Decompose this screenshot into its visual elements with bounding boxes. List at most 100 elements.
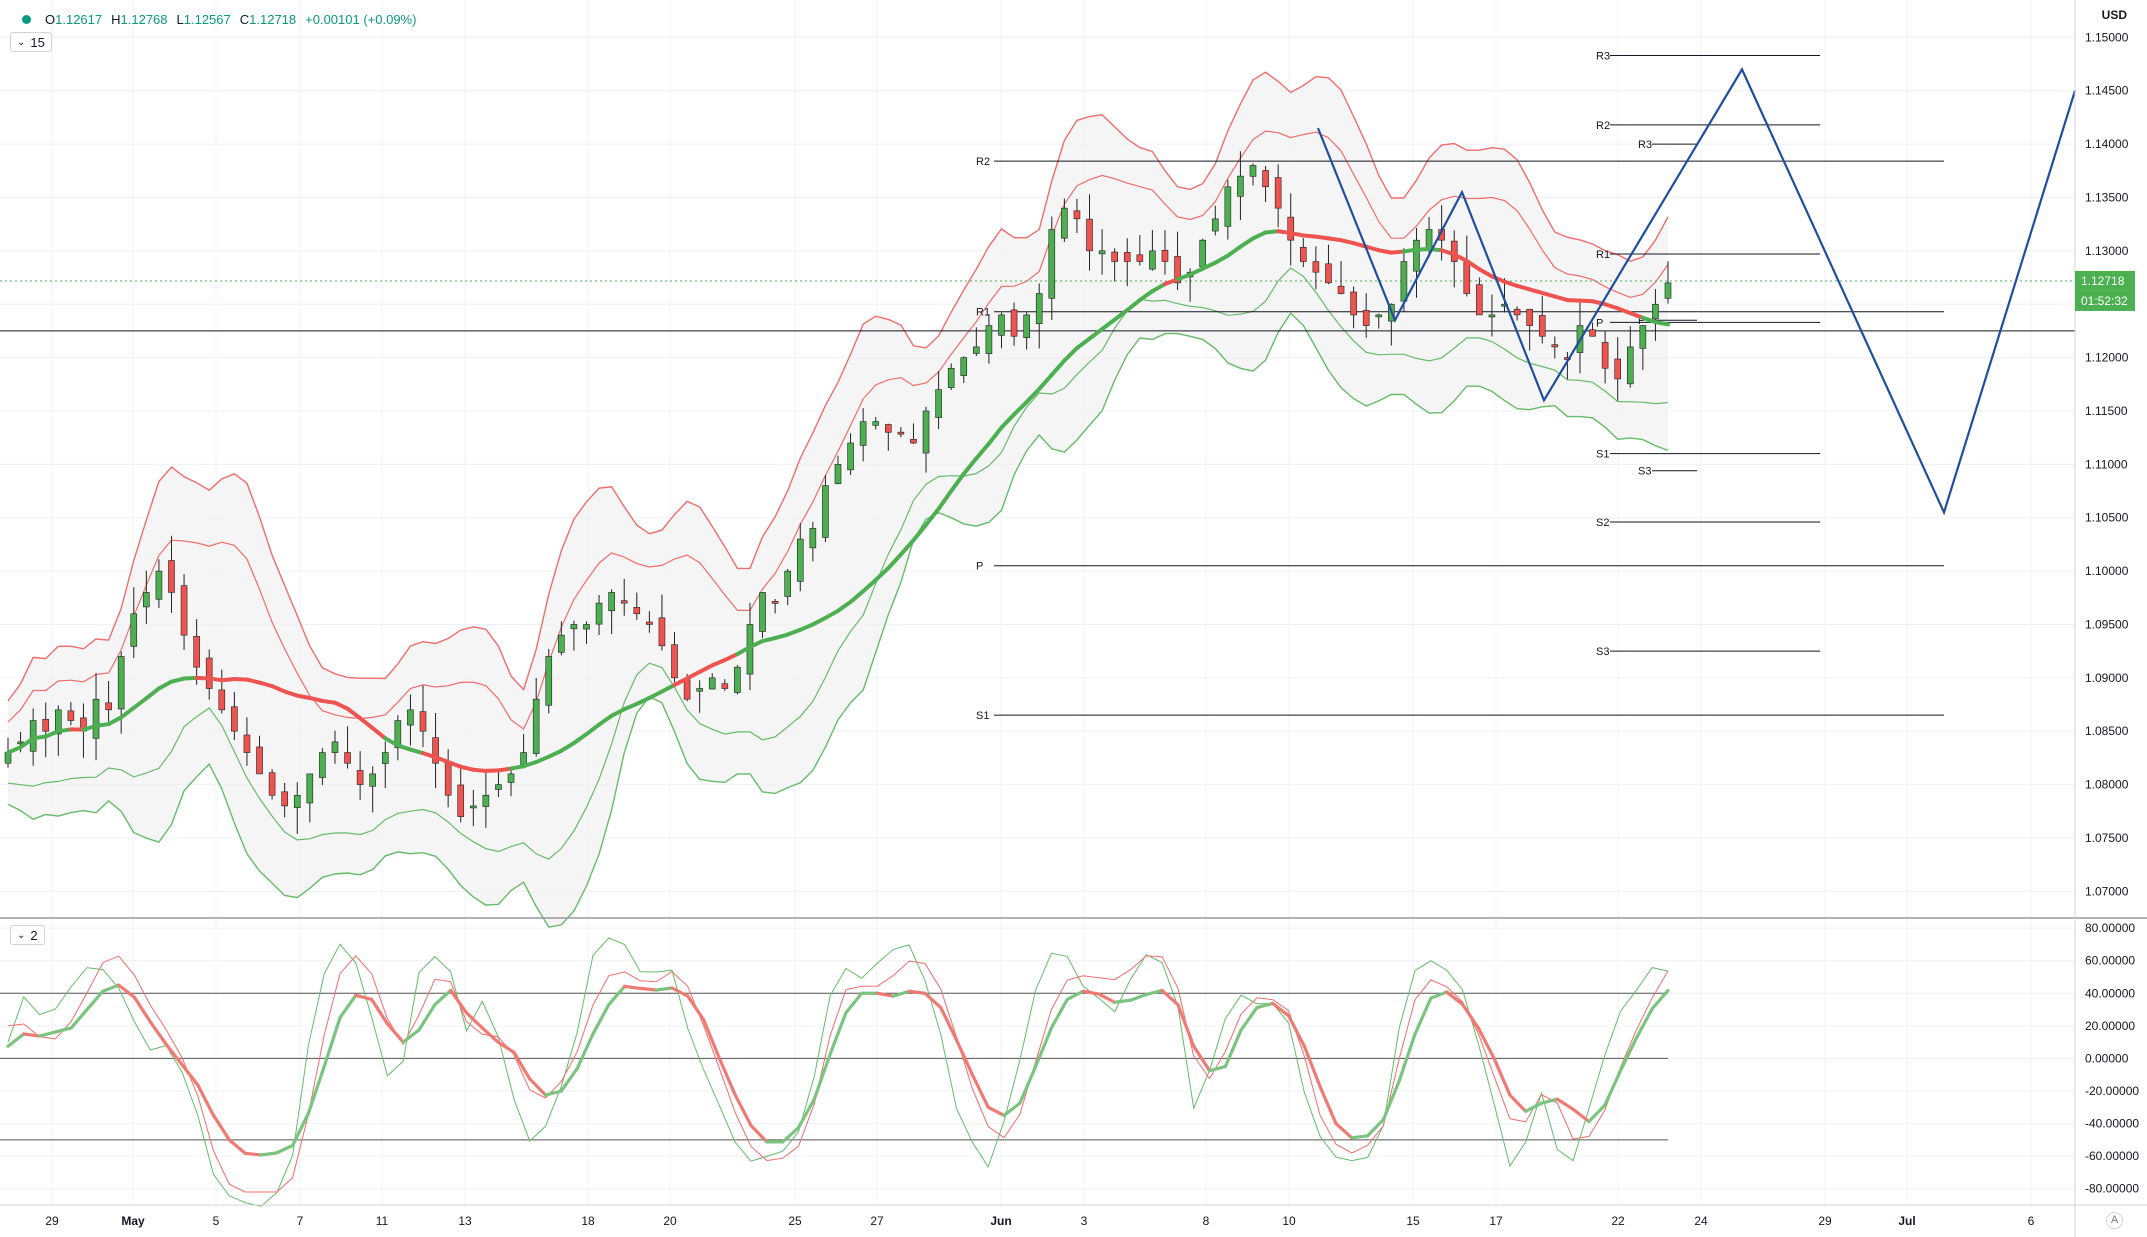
osc-main-segment	[1223, 1028, 1243, 1069]
ma-segment	[1301, 233, 1318, 239]
osc-main-segment	[828, 1011, 848, 1056]
candle-body	[55, 709, 62, 735]
ma-segment	[119, 705, 136, 720]
ma-segment	[1603, 302, 1620, 311]
ma-segment	[1062, 346, 1079, 363]
high-value: 1.12768	[120, 11, 168, 27]
ma-segment	[1313, 234, 1331, 241]
price-tick-label: 1.09000	[2085, 671, 2129, 685]
auto-scale-button[interactable]: A	[2106, 1212, 2123, 1229]
weekly-pivot-label: S3	[1596, 646, 1609, 658]
candle-body	[1476, 284, 1483, 316]
ma-segment	[534, 754, 551, 765]
low-key: L	[176, 11, 184, 27]
price-tick-label: 1.10000	[2085, 564, 2129, 578]
candle-body	[243, 734, 251, 753]
price-tick-label: 1.12000	[2085, 351, 2129, 365]
candle-body	[444, 761, 452, 796]
candle-body	[319, 752, 326, 778]
osc-main-segment	[1239, 1005, 1259, 1032]
candle-body	[1237, 175, 1244, 197]
osc-main-segment	[907, 989, 927, 995]
ma-segment	[659, 682, 677, 694]
ma-segment	[345, 706, 363, 721]
ma-segment	[1213, 253, 1230, 265]
candle-body	[1601, 342, 1609, 369]
chevron-down-icon: ⌄	[17, 929, 26, 941]
candle-body	[1664, 282, 1672, 299]
ma-segment	[823, 608, 840, 620]
ma-segment	[898, 538, 916, 557]
time-tick-label: 3	[1081, 1214, 1088, 1228]
osc-main-segment	[559, 1067, 579, 1093]
ma-segment	[320, 698, 337, 705]
pivot-levels: R2 R1 P S1 R3 R2 R1 P S1 S2 S3 R3 P S3	[0, 51, 2075, 722]
low-value: 1.12567	[183, 11, 231, 27]
candle-body	[885, 424, 892, 433]
ma-segment	[747, 639, 765, 649]
ma-segment	[207, 676, 224, 683]
osc-main-segment	[1524, 1101, 1544, 1113]
price-tick-label: 1.14500	[2085, 84, 2129, 98]
ma-segment	[1414, 247, 1432, 252]
osc-signal-line	[7, 955, 1669, 1193]
osc-main-segment	[306, 1064, 326, 1115]
ma-segment	[270, 684, 287, 694]
oscillator-toggle[interactable]: ⌄ 2	[10, 925, 45, 945]
osc-main-segment	[528, 1077, 548, 1097]
ma-segment	[798, 622, 815, 632]
candle-body	[344, 752, 351, 764]
countdown-badge	[2075, 290, 2135, 311]
candle-body	[771, 601, 779, 604]
ma-segment	[1376, 248, 1394, 255]
osc-main-segment	[1286, 1014, 1306, 1048]
ma-segment	[1527, 287, 1545, 295]
candle-body	[369, 773, 376, 787]
candle-body	[356, 770, 364, 785]
candle-body	[155, 570, 163, 600]
candle-body	[1098, 250, 1106, 255]
trend-drawings[interactable]	[1316, 67, 2077, 516]
ma-segment	[974, 441, 991, 461]
moving-average	[6, 229, 1670, 773]
candle-body	[457, 784, 465, 817]
ma-segment	[986, 425, 1004, 446]
candle-body	[1312, 261, 1320, 273]
candle-body	[1350, 291, 1357, 316]
candle-body	[922, 410, 930, 454]
ma-segment	[924, 506, 941, 527]
ma-segment	[760, 636, 778, 644]
candle-body	[281, 791, 288, 807]
ma-segment	[936, 489, 954, 511]
weekly-pivot-label: R3	[1596, 51, 1610, 63]
candle-body	[1639, 325, 1647, 349]
candle-body	[847, 442, 854, 471]
candle-body	[520, 752, 527, 765]
candle-body	[205, 657, 213, 689]
weekly-pivot-label: P	[1596, 317, 1603, 329]
osc-main-segment	[164, 1042, 184, 1067]
candle-body	[1023, 314, 1030, 339]
candle-body	[1413, 239, 1420, 272]
candle-body	[470, 805, 477, 809]
candle-body	[1136, 254, 1144, 262]
osc-main-segment	[575, 1032, 595, 1071]
ma-segment	[1326, 236, 1344, 243]
ma-segment	[1263, 229, 1281, 235]
ma-segment	[1276, 229, 1293, 236]
price-tick-label: 1.08000	[2085, 778, 2129, 792]
osc-main-segment	[1097, 992, 1117, 1004]
ma-segment	[131, 696, 149, 710]
candle-body	[1450, 240, 1458, 262]
ma-segment	[446, 760, 463, 769]
ma-segment	[685, 669, 702, 681]
candle-body	[1652, 303, 1659, 320]
ma-segment	[1489, 274, 1507, 284]
osc-main-segment	[812, 1052, 832, 1101]
symbol-status-icon	[22, 14, 31, 24]
osc-main-segment	[354, 993, 374, 1001]
main-indicator-toggle[interactable]: ⌄ 15	[10, 32, 52, 52]
osc-main-segment	[1413, 996, 1433, 1036]
